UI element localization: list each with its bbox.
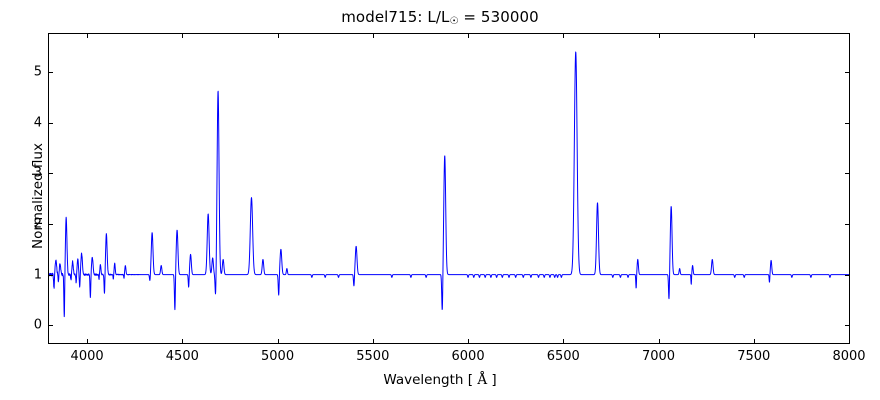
xlabel-prefix: Wavelength [ xyxy=(383,372,478,388)
title-prefix: model715: L/L xyxy=(341,8,450,26)
x-axis-label: Wavelength [ Å ] xyxy=(0,372,880,388)
x-tick-label: 7500 xyxy=(737,349,771,364)
x-tick-label: 6000 xyxy=(451,349,485,364)
title-suffix: = 530000 xyxy=(458,8,539,26)
angstrom-unit: Å xyxy=(477,372,488,388)
y-tick-label: 0 xyxy=(33,317,42,333)
x-tick-label: 5000 xyxy=(261,349,295,364)
xlabel-suffix: ] xyxy=(487,372,497,388)
x-tick-label: 7000 xyxy=(641,349,676,364)
y-axis-label: Normalized flux xyxy=(30,143,46,249)
x-tick-label: 5500 xyxy=(356,349,390,364)
x-tick-label: 8000 xyxy=(832,349,866,364)
x-tick-label: 4000 xyxy=(70,349,104,364)
plot-axes-frame xyxy=(48,33,850,344)
sun-symbol: ☉ xyxy=(449,16,459,28)
spectrum-trace xyxy=(49,51,849,318)
y-tick-label: 5 xyxy=(33,64,42,80)
spectrum-line-chart xyxy=(49,51,849,318)
x-tick-label: 6500 xyxy=(546,349,580,364)
page-title: model715: L/L☉ = 530000 xyxy=(0,8,880,27)
x-tick-label: 4500 xyxy=(165,349,199,364)
